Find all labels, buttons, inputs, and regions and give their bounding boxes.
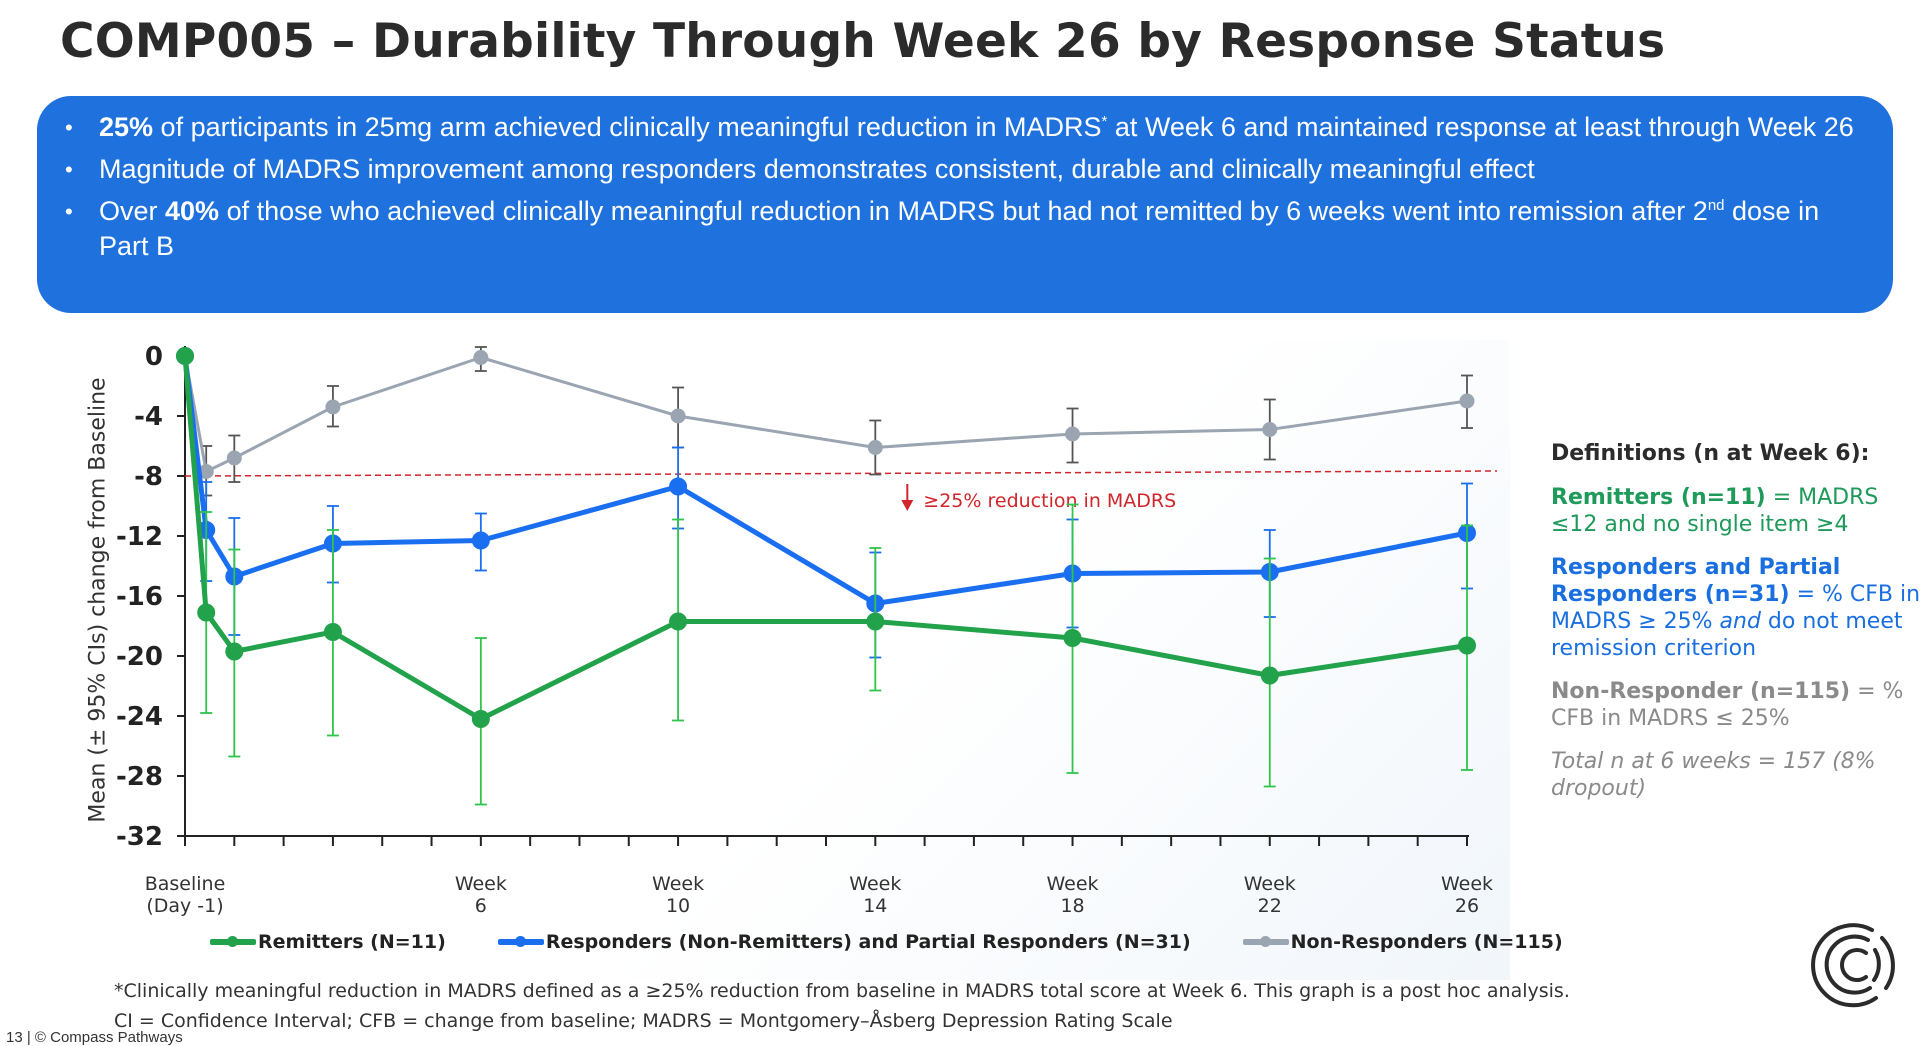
x-tick-label: Week	[1047, 873, 1099, 895]
bullet-text: dose in Part B	[99, 196, 1820, 261]
x-tick-label: 18	[1060, 895, 1084, 917]
definition-total: Total n at 6 weeks = 157 (8% dropout)	[1551, 748, 1920, 802]
x-tick-label: Week	[849, 873, 901, 895]
definition-term: Non-Responder (n=115)	[1551, 679, 1851, 704]
total-note: Total n at 6 weeks = 157 (8% dropout)	[1551, 749, 1876, 801]
y-tick-label: -24	[116, 702, 163, 732]
y-tick-label: -8	[134, 462, 163, 492]
slide-title: COMP005 – Durability Through Week 26 by …	[60, 14, 1666, 69]
data-point	[197, 603, 216, 622]
y-tick-label: -20	[116, 642, 163, 672]
data-point	[867, 440, 883, 455]
x-tick-label: (Day -1)	[146, 895, 223, 917]
definitions-heading: Definitions (n at Week 6):	[1551, 441, 1870, 466]
x-tick-label: Baseline	[145, 873, 226, 895]
data-point	[669, 477, 688, 496]
definition-term: Remitters (n=11)	[1551, 485, 1766, 510]
legend-item-remitters: Remitters (N=11)	[210, 931, 446, 953]
y-tick-label: 0	[145, 342, 163, 372]
legend-label: Responders (Non-Remitters) and Partial R…	[545, 931, 1191, 953]
x-tick-label: 26	[1455, 895, 1479, 917]
data-point	[198, 464, 214, 479]
y-tick-label: -4	[134, 402, 163, 432]
reference-line-label: ≥25% reduction in MADRS	[923, 490, 1176, 512]
data-point	[1262, 422, 1278, 437]
series-line	[182, 355, 1468, 606]
legend-label: Remitters (N=11)	[258, 931, 446, 953]
definition-text: do not meet remission criterion	[1551, 609, 1903, 661]
data-point	[471, 710, 490, 728]
data-point	[226, 450, 242, 466]
definition-text: = % CFB in MADRS ≥ 25%	[1551, 582, 1920, 634]
bold-stat: 40%	[165, 196, 220, 226]
bullet-text: at Week 6 and maintained response at lea…	[1107, 112, 1854, 142]
data-point	[473, 350, 489, 365]
definition-remitters: Remitters (n=11) = MADRS ≤12 and no sing…	[1551, 484, 1920, 538]
chart-background	[110, 340, 1510, 980]
data-point	[866, 612, 885, 631]
bold-stat: 25%	[99, 112, 154, 142]
definition-text: = MADRS ≤12 and no single item ≥4	[1551, 485, 1879, 537]
data-point	[670, 408, 686, 424]
y-tick-label: -12	[116, 522, 163, 552]
series-line	[182, 355, 1468, 722]
legend-line-marker-icon	[210, 936, 256, 947]
data-point	[471, 531, 490, 550]
x-tick-label: 14	[863, 895, 887, 917]
y-axis-label: Mean (± 95% CIs) change from Baseline	[85, 377, 111, 823]
x-tick-label: 22	[1258, 895, 1282, 917]
chart-legend: Remitters (N=11) Responders (Non-Remitte…	[210, 931, 1563, 953]
definitions-panel: Definitions (n at Week 6): Remitters (n=…	[1551, 440, 1920, 818]
key-findings-banner: 25% of participants in 25mg arm achieved…	[37, 96, 1893, 313]
legend-label: Non-Responders (N=115)	[1290, 931, 1563, 953]
y-tick-label: -16	[116, 582, 163, 612]
finding-bullet-2: Magnitude of MADRS improvement among res…	[65, 152, 1893, 187]
page-footer: 13 | © Compass Pathways	[6, 1029, 183, 1046]
definition-text: = % CFB in MADRS ≤ 25%	[1551, 679, 1904, 731]
data-point	[669, 612, 688, 631]
definition-text: and	[1719, 609, 1761, 634]
legend-line-marker-icon	[497, 936, 544, 947]
bullet-text: of those who achieved clinically meaning…	[219, 196, 1708, 226]
bullet-text: Over	[99, 196, 166, 226]
reference-line	[184, 470, 1498, 477]
x-tick-label: Week	[455, 873, 507, 895]
definition-term: Responders and Partial Responders (n=31)	[1551, 555, 1841, 607]
data-point	[1459, 393, 1475, 409]
x-tick-label: 10	[666, 895, 690, 917]
bullet-text: of participants in 25mg arm achieved cli…	[153, 112, 1102, 142]
down-arrow-icon	[901, 500, 914, 511]
x-tick-label: Week	[1244, 873, 1296, 895]
data-point	[1065, 426, 1081, 442]
x-tick-label: Week	[652, 873, 704, 895]
footnote-marker: *	[1101, 113, 1108, 130]
data-point	[1260, 666, 1279, 685]
x-tick-label: 6	[475, 895, 487, 917]
compass-logo-icon	[1811, 923, 1895, 1008]
data-point	[1458, 636, 1476, 655]
ordinal-suffix: nd	[1707, 197, 1725, 214]
legend-item-non-responders: Non-Responders (N=115)	[1242, 931, 1563, 953]
footnote-abbreviations: CI = Confidence Interval; CFB = change f…	[114, 1010, 1173, 1032]
finding-bullet-1: 25% of participants in 25mg arm achieved…	[65, 110, 1893, 145]
legend-item-responders: Responders (Non-Remitters) and Partial R…	[497, 931, 1191, 953]
finding-bullet-3: Over 40% of those who achieved clinicall…	[65, 194, 1893, 264]
data-point	[325, 399, 341, 415]
data-point	[1063, 629, 1082, 647]
legend-line-marker-icon	[1242, 936, 1289, 947]
series-line	[183, 355, 1468, 473]
footnote-definition: *Clinically meaningful reduction in MADR…	[114, 980, 1570, 1002]
data-point	[225, 642, 244, 661]
definition-responders: Responders and Partial Responders (n=31)…	[1551, 554, 1920, 662]
definition-non-responders: Non-Responder (n=115) = % CFB in MADRS ≤…	[1551, 678, 1920, 732]
y-tick-label: -28	[116, 762, 163, 792]
data-point	[323, 623, 342, 641]
data-point	[176, 347, 194, 365]
y-tick-label: -32	[116, 822, 163, 852]
bullet-text: Magnitude of MADRS improvement among res…	[99, 154, 1535, 184]
x-tick-label: Week	[1441, 873, 1493, 895]
